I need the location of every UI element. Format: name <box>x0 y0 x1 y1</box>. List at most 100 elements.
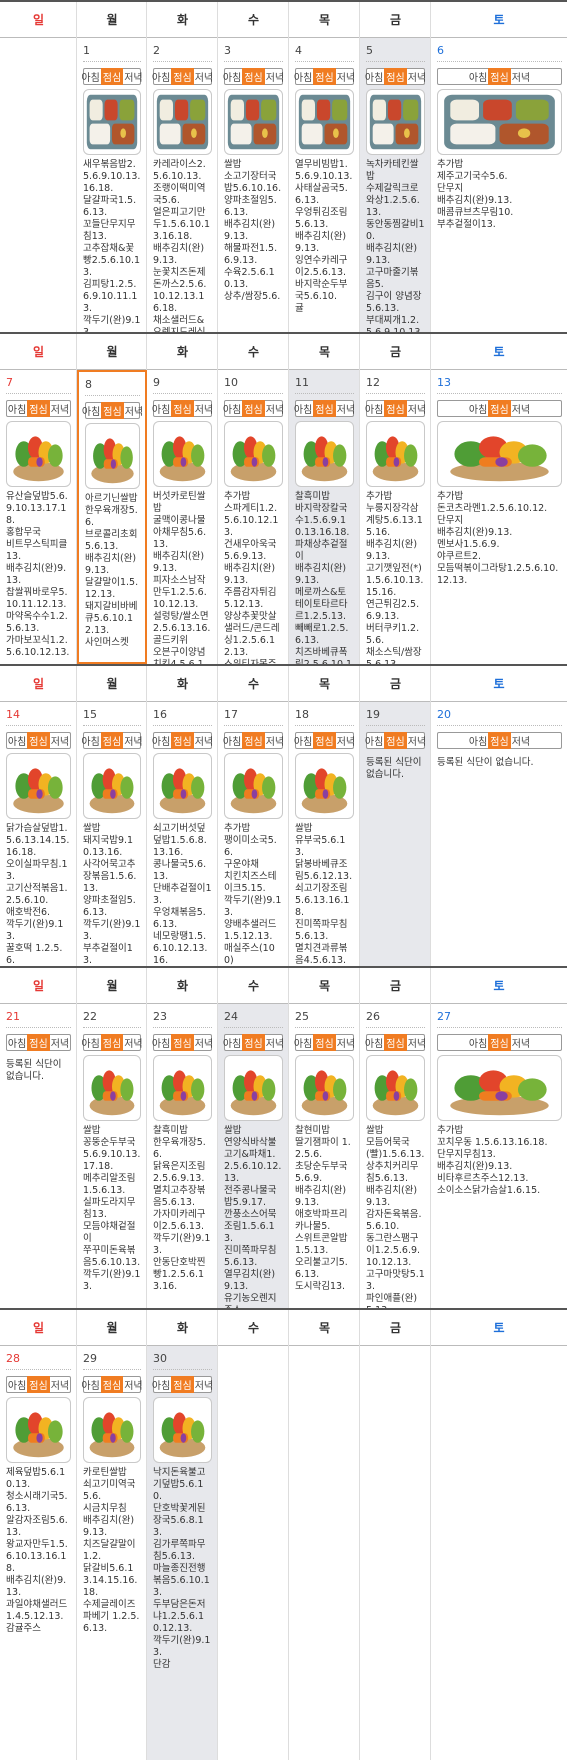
day-cell[interactable]: 11 아침 점심 저녁 찰흑미밥 바지락장칼국수1.5.6.9.10.13.16.18. 파… <box>289 370 360 664</box>
lunch-tab[interactable]: 점심 <box>27 1034 50 1051</box>
lunch-tab[interactable]: 점심 <box>100 732 124 749</box>
vegetable-basket-image[interactable] <box>83 1397 141 1463</box>
dinner-tab[interactable]: 저녁 <box>511 73 531 84</box>
breakfast-tab[interactable]: 아침 <box>222 73 242 84</box>
day-cell[interactable]: 12 아침 점심 저녁 추가밥 누룽지장각삼계탕5.6.13.15.16. 배추김치(완)9… <box>360 370 431 664</box>
dinner-tab[interactable]: 저녁 <box>265 737 285 748</box>
day-cell[interactable]: 22 아침 점심 저녁 쌀밥 꽁뚱순두부국5.6.9.10.13.17.18. 메추리알조림… <box>77 1004 147 1308</box>
day-cell[interactable]: 17 아침 점심 저녁 추가밥 팽이미소국5.6. 구운야채 치킨치즈스테이크5.15. 깍두기… <box>218 702 289 966</box>
dinner-tab[interactable]: 저녁 <box>407 737 427 748</box>
breakfast-tab[interactable]: 아침 <box>468 405 488 416</box>
lunch-tab[interactable]: 점심 <box>171 400 194 417</box>
day-cell[interactable]: 26 아침 점심 저녁 쌀밥 모듬어묵국(빨)1.5.6.13. 상추치커리무침5.6.13… <box>360 1004 431 1308</box>
meal-photo[interactable] <box>153 89 212 155</box>
lunch-tab[interactable]: 점심 <box>100 1034 124 1051</box>
lunch-tab[interactable]: 점심 <box>100 68 124 85</box>
dinner-tab[interactable]: 저녁 <box>407 405 427 416</box>
vegetable-basket-image[interactable] <box>437 1055 562 1121</box>
breakfast-tab[interactable]: 아침 <box>81 737 100 748</box>
lunch-tab[interactable]: 점심 <box>488 400 511 417</box>
breakfast-tab[interactable]: 아침 <box>468 73 488 84</box>
meal-photo[interactable] <box>295 89 354 155</box>
day-cell[interactable]: 9 아침 점심 저녁 버섯카로틴쌀밥 굴맥이콩나물아채무침5.6.13. 배추김치(완)9.… <box>147 370 218 664</box>
lunch-tab[interactable]: 점심 <box>313 1034 336 1051</box>
lunch-tab[interactable]: 점심 <box>488 1034 511 1051</box>
dinner-tab[interactable]: 저녁 <box>336 73 356 84</box>
lunch-tab[interactable]: 점심 <box>171 1376 194 1393</box>
lunch-tab[interactable]: 점심 <box>488 68 511 85</box>
breakfast-tab[interactable]: 아침 <box>151 405 171 416</box>
day-cell[interactable]: 23 아침 점심 저녁 찰흑미밥 한우육개장5.6. 닭육은지조림2.5.6.9.13. 멸치… <box>147 1004 218 1308</box>
breakfast-tab[interactable]: 아침 <box>293 1039 313 1050</box>
day-cell[interactable]: 13 아침 점심 저녁 추가밥 돈코츠라멘1.2.5.6.10.12. 단무지 배추김치(완)… <box>431 370 567 664</box>
breakfast-tab[interactable]: 아침 <box>81 1381 100 1392</box>
vegetable-basket-image[interactable] <box>6 421 71 487</box>
breakfast-tab[interactable]: 아침 <box>222 405 242 416</box>
lunch-tab[interactable]: 점심 <box>384 732 407 749</box>
dinner-tab[interactable]: 저녁 <box>194 1381 214 1392</box>
dinner-tab[interactable]: 저녁 <box>336 405 356 416</box>
meal-photo[interactable] <box>437 89 562 155</box>
dinner-tab[interactable]: 저녁 <box>124 73 143 84</box>
day-cell[interactable]: 27 아침 점심 저녁 추가밥 꼬치우동 1.5.6.13.16.18. 단무지무침13. 배… <box>431 1004 567 1308</box>
breakfast-tab[interactable]: 아침 <box>364 737 384 748</box>
lunch-tab[interactable]: 점심 <box>384 400 407 417</box>
dinner-tab[interactable]: 저녁 <box>265 1039 285 1050</box>
day-cell[interactable]: 21 아침 점심 저녁 등록된 식단이 없습니다. <box>0 1004 77 1308</box>
breakfast-tab[interactable]: 아침 <box>151 1039 171 1050</box>
dinner-tab[interactable]: 저녁 <box>265 73 285 84</box>
vegetable-basket-image[interactable] <box>295 421 354 487</box>
dinner-tab[interactable]: 저녁 <box>194 737 214 748</box>
dinner-tab[interactable]: 저녁 <box>124 1381 143 1392</box>
dinner-tab[interactable]: 저녁 <box>336 1039 356 1050</box>
breakfast-tab[interactable]: 아침 <box>364 73 384 84</box>
day-cell[interactable]: 28 아침 점심 저녁 제육덮밥5.6.10.13. 청소시래기국5.6.13. 알감자조림… <box>0 1346 77 1760</box>
day-cell[interactable]: 5 아침 점심 저녁 녹차카테킨쌀밥 수제갈릭크로와상1.2.5.6.13. 동안동찜갈비1… <box>360 38 431 332</box>
day-cell[interactable]: 14 아침 점심 저녁 닭가슴살덮밥1.5.6.13.14.15.16.18. 오이실파무… <box>0 702 77 966</box>
breakfast-tab[interactable]: 아침 <box>151 737 171 748</box>
vegetable-basket-image[interactable] <box>295 1055 354 1121</box>
lunch-tab[interactable]: 점심 <box>27 732 50 749</box>
breakfast-tab[interactable]: 아침 <box>468 737 488 748</box>
vegetable-basket-image[interactable] <box>224 1055 283 1121</box>
day-cell[interactable]: 29 아침 점심 저녁 카로틴쌀밥 쇠고기미역국5.6. 시금치무침 배추김치(완)9.13.… <box>77 1346 147 1760</box>
lunch-tab[interactable]: 점심 <box>313 400 336 417</box>
vegetable-basket-image[interactable] <box>153 1397 212 1463</box>
breakfast-tab[interactable]: 아침 <box>81 1039 100 1050</box>
dinner-tab[interactable]: 저녁 <box>511 405 531 416</box>
breakfast-tab[interactable]: 아침 <box>364 405 384 416</box>
day-cell[interactable]: 25 아침 점심 저녁 찰현미밥 딸기잼파이 1.2.5.6. 초당순두부국5.6.9. 배추… <box>289 1004 360 1308</box>
dinner-tab[interactable]: 저녁 <box>265 405 285 416</box>
dinner-tab[interactable]: 저녁 <box>336 737 356 748</box>
dinner-tab[interactable]: 저녁 <box>194 73 214 84</box>
day-cell[interactable]: 30 아침 점심 저녁 낙지돈육불고기덮밥5.6.10. 단호박꽃게된장국5.6.8.13… <box>147 1346 218 1760</box>
day-cell[interactable]: 1 아침 점심 저녁 새우볶음밥2.5.6.9.10.13.16.18. 달걀파국1.5.… <box>77 38 147 332</box>
day-cell[interactable]: 4 아침 점심 저녁 열무비빔밥1.5.6.9.10.13. 사태살곰국5.6.13. 우엉… <box>289 38 360 332</box>
day-cell[interactable]: 7 아침 점심 저녁 유산슬덮밥5.6.9.10.13.17.18. 홍합무국 비트무스틱피… <box>0 370 77 664</box>
breakfast-tab[interactable]: 아침 <box>222 737 242 748</box>
lunch-tab[interactable]: 점심 <box>242 1034 265 1051</box>
vegetable-basket-image[interactable] <box>295 753 354 819</box>
dinner-tab[interactable]: 저녁 <box>50 1381 70 1392</box>
lunch-tab[interactable]: 점심 <box>171 68 194 85</box>
breakfast-tab[interactable]: 아침 <box>7 1381 27 1392</box>
vegetable-basket-image[interactable] <box>153 421 212 487</box>
dinner-tab[interactable]: 저녁 <box>194 1039 214 1050</box>
lunch-tab[interactable]: 점심 <box>313 732 336 749</box>
breakfast-tab[interactable]: 아침 <box>7 737 27 748</box>
breakfast-tab[interactable]: 아침 <box>293 405 313 416</box>
breakfast-tab[interactable]: 아침 <box>7 405 27 416</box>
meal-photo[interactable] <box>224 89 283 155</box>
vegetable-basket-image[interactable] <box>437 421 562 487</box>
vegetable-basket-image[interactable] <box>6 753 71 819</box>
day-cell[interactable]: 8 아침 점심 저녁 아르기닌쌀밥 한우육개장5.6. 브로콜리초회5.6.13. 배추김치(… <box>77 370 147 664</box>
breakfast-tab[interactable]: 아침 <box>7 1039 27 1050</box>
lunch-tab[interactable]: 점심 <box>242 68 265 85</box>
day-cell[interactable]: 6 아침 점심 저녁 추가밥 제주고기국수5.6. 단무지 배추김치(완)9.13. 매콤큐브츠… <box>431 38 567 332</box>
vegetable-basket-image[interactable] <box>153 753 212 819</box>
vegetable-basket-image[interactable] <box>85 423 140 489</box>
day-cell[interactable]: 3 아침 점심 저녁 쌀밥 소고기장터국밥5.6.10.16. 양파초절임5.6.13. 배추… <box>218 38 289 332</box>
dinner-tab[interactable]: 저녁 <box>511 1039 531 1050</box>
vegetable-basket-image[interactable] <box>366 421 425 487</box>
vegetable-basket-image[interactable] <box>224 421 283 487</box>
